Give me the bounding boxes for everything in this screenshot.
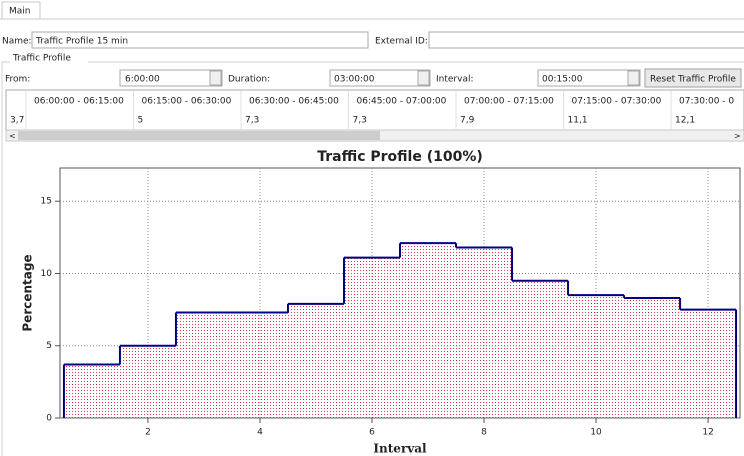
step-area: [231, 312, 288, 418]
name-value: Traffic Profile 15 min: [35, 37, 128, 47]
table-cell: 7,3: [353, 116, 367, 126]
duration-value: 03:00:00: [334, 75, 375, 85]
scroll-left: <: [9, 132, 16, 141]
group-frame: [1, 61, 744, 456]
external-id-input[interactable]: [428, 31, 744, 49]
scroll-thumb[interactable]: [18, 131, 380, 140]
group-title: Traffic Profile: [12, 54, 71, 64]
x-tick-label: 6: [369, 428, 375, 438]
from-input[interactable]: [119, 69, 223, 87]
y-tick-label: 10: [41, 269, 53, 279]
y-tick-label: 5: [46, 341, 52, 351]
from-value: 6:00:00: [125, 75, 160, 85]
step-area: [175, 312, 232, 418]
y-tick-label: 0: [46, 414, 52, 424]
step-area: [63, 364, 120, 418]
interval-value: 00:15:00: [542, 75, 583, 85]
interval-label: Interval:: [436, 75, 474, 85]
step-area: [512, 280, 569, 418]
x-tick-label: 2: [145, 428, 151, 438]
reset-button[interactable]: [644, 68, 742, 88]
x-tick-label: 8: [481, 428, 487, 438]
step-area: [624, 298, 681, 418]
table-cell: 5: [138, 116, 144, 126]
chart-title: Traffic Profile (100%): [317, 149, 483, 165]
table-header: 06:45:00 - 07:00:00: [357, 97, 447, 107]
table-header: 07:30:00 - 0: [679, 97, 734, 107]
table-cell: 7,3: [245, 116, 259, 126]
name-input[interactable]: [31, 31, 369, 49]
y-axis-label: Percentage: [21, 254, 35, 331]
table-cell: 12,1: [675, 116, 695, 126]
interval-input[interactable]: [537, 69, 641, 87]
tab-label: Main: [9, 7, 31, 17]
tab-main[interactable]: [1, 1, 41, 20]
y-tick-label: 15: [41, 197, 52, 207]
step-area: [400, 243, 457, 418]
from-spinner[interactable]: [209, 70, 222, 86]
duration-label: Duration:: [228, 75, 270, 85]
x-tick-label: 10: [590, 428, 602, 438]
table-header: 06:00:00 - 06:15:00: [34, 97, 124, 107]
table-header: 07:00:00 - 07:15:00: [464, 97, 554, 107]
name-label: Name:: [2, 37, 32, 47]
scroll-right: >: [734, 132, 741, 141]
reset-button-label: Reset Traffic Profile: [650, 75, 736, 85]
table-header: 06:30:00 - 06:45:00: [249, 97, 339, 107]
table-cell: 11,1: [568, 116, 588, 126]
x-tick-label: 4: [257, 428, 263, 438]
table-cell: 3,7: [10, 116, 24, 126]
table-header: 07:15:00 - 07:30:00: [572, 97, 662, 107]
external-id-label: External ID:: [375, 37, 428, 47]
duration-spinner[interactable]: [417, 70, 430, 86]
from-label: From:: [5, 75, 30, 85]
duration-input[interactable]: [329, 69, 431, 87]
x-axis-label: Interval: [373, 442, 427, 456]
step-area: [456, 247, 513, 418]
interval-spinner[interactable]: [627, 70, 640, 86]
table-header: 06:15:00 - 06:30:00: [142, 97, 232, 107]
step-area: [119, 345, 176, 418]
step-area: [287, 303, 344, 418]
step-area: [568, 295, 625, 418]
step-area: [343, 257, 400, 418]
table-cell: 7,9: [460, 116, 475, 126]
x-tick-label: 12: [702, 428, 713, 438]
step-area: [680, 309, 737, 418]
